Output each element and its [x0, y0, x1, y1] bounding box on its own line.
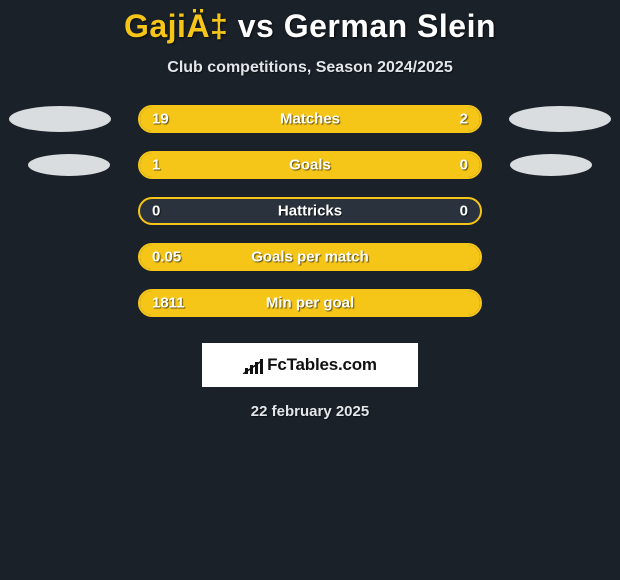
- stat-bar: 1811 Min per goal: [138, 289, 482, 317]
- date-line: 22 february 2025: [251, 403, 369, 420]
- player2-marker: [509, 106, 611, 132]
- bar-fill-right: [405, 107, 480, 131]
- stat-left-value: 0: [152, 203, 160, 220]
- page-title: GajiÄ‡ vs German Slein: [124, 8, 496, 45]
- stat-left-value: 1: [152, 157, 160, 174]
- stat-row: 0 0 Hattricks: [0, 197, 620, 225]
- player1-marker: [9, 106, 111, 132]
- bar-fill-right: [405, 153, 480, 177]
- stat-right-value: 0: [460, 203, 468, 220]
- stat-right-value: 2: [460, 111, 468, 128]
- player2-marker: [510, 154, 592, 176]
- player2-marker: [518, 290, 620, 316]
- subtitle: Club competitions, Season 2024/2025: [167, 59, 452, 77]
- stat-row: 19 2 Matches: [0, 105, 620, 133]
- stat-left-value: 19: [152, 111, 169, 128]
- stat-row: 1811 Min per goal: [0, 289, 620, 317]
- stat-row: 0.05 Goals per match: [0, 243, 620, 271]
- root-container: GajiÄ‡ vs German Slein Club competitions…: [0, 0, 620, 420]
- stat-label: Goals per match: [251, 249, 369, 266]
- player1-marker: [0, 290, 102, 316]
- vs-text: vs: [238, 8, 275, 44]
- logo-inner: FcTables.com: [243, 355, 377, 375]
- player1-marker: [28, 154, 110, 176]
- player1-name: GajiÄ‡: [124, 8, 228, 44]
- player2-name: German Slein: [284, 8, 496, 44]
- bar-chart-icon: [243, 356, 263, 374]
- stat-bar: 1 0 Goals: [138, 151, 482, 179]
- stat-bar: 19 2 Matches: [138, 105, 482, 133]
- stat-label: Matches: [280, 111, 340, 128]
- stat-label: Min per goal: [266, 295, 354, 312]
- player2-marker: [518, 244, 620, 270]
- player1-marker: [0, 244, 102, 270]
- player2-marker: [518, 198, 620, 224]
- stat-label: Hattricks: [278, 203, 342, 220]
- stats-area: 19 2 Matches 1 0 Goals 0 0 Hattricks 0.05 Goals pe…: [0, 105, 620, 317]
- stat-left-value: 0.05: [152, 249, 181, 266]
- stat-right-value: 0: [460, 157, 468, 174]
- player1-marker: [0, 198, 102, 224]
- stat-label: Goals: [289, 157, 331, 174]
- bar-fill-left: [140, 107, 405, 131]
- logo-text: FcTables.com: [267, 355, 377, 375]
- stat-row: 1 0 Goals: [0, 151, 620, 179]
- stat-left-value: 1811: [152, 295, 185, 312]
- bar-fill-left: [140, 153, 405, 177]
- stat-bar: 0 0 Hattricks: [138, 197, 482, 225]
- stat-bar: 0.05 Goals per match: [138, 243, 482, 271]
- logo-box: FcTables.com: [202, 343, 418, 387]
